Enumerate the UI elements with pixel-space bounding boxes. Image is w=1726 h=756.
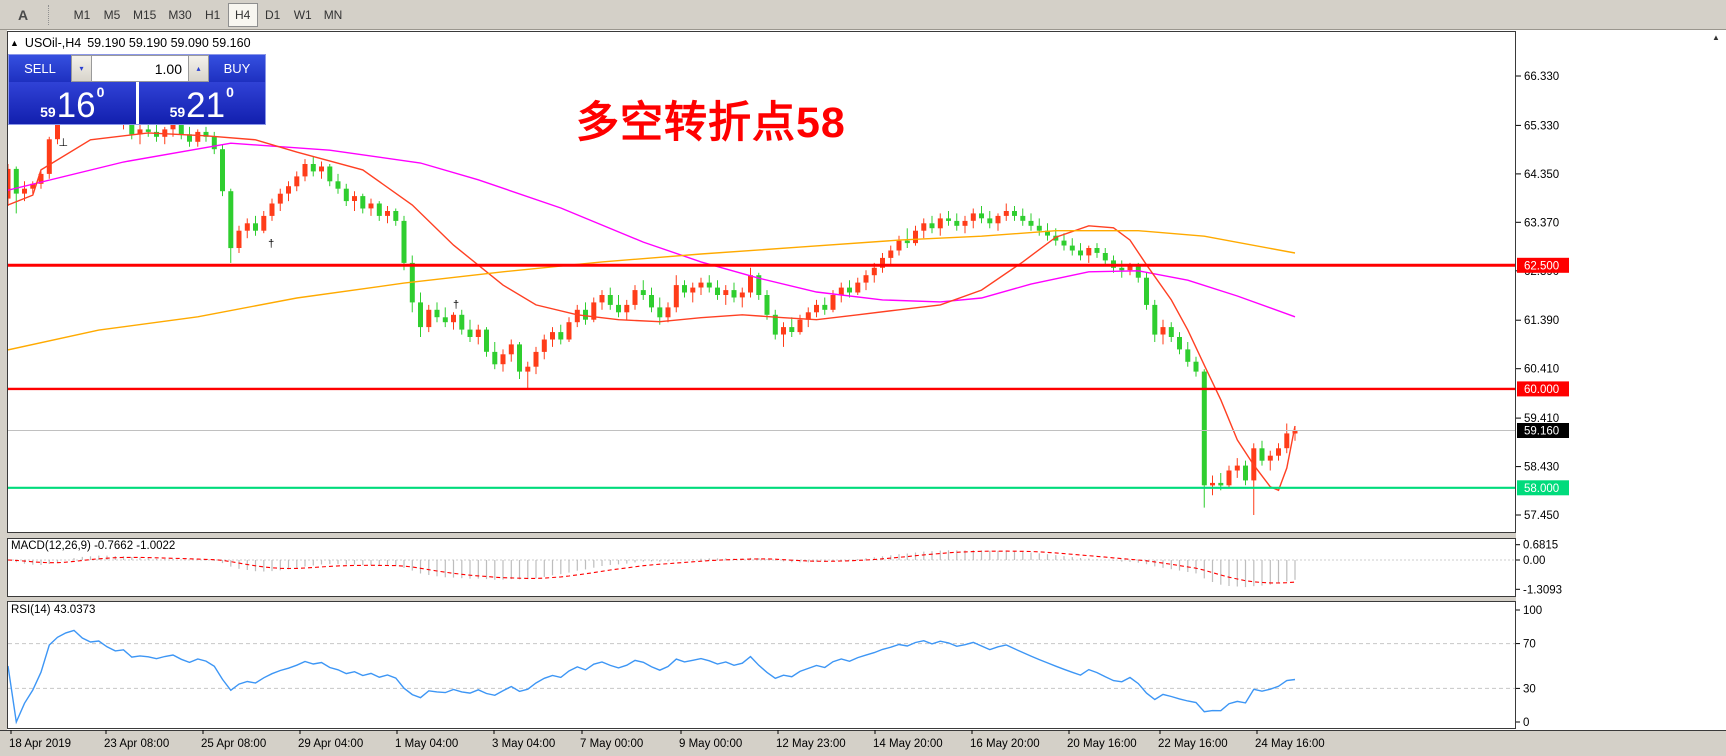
svg-text:18 Apr 2019: 18 Apr 2019: [9, 738, 71, 750]
svg-text:59.410: 59.410: [1524, 413, 1559, 425]
sell-price-prefix: 59: [40, 104, 56, 120]
svg-text:29 Apr 04:00: 29 Apr 04:00: [298, 738, 363, 750]
collapse-panel-icon[interactable]: ▲: [10, 38, 19, 48]
chart-title: ▲ USOil-,H4 59.190 59.190 59.090 59.160: [10, 36, 251, 50]
svg-text:61.390: 61.390: [1524, 315, 1559, 327]
svg-text:7 May 00:00: 7 May 00:00: [580, 738, 643, 750]
timeframe-button-d1[interactable]: D1: [258, 3, 288, 27]
symbol-name: USOil-,H4: [24, 36, 82, 50]
svg-text:0: 0: [1523, 717, 1529, 729]
timeframe-button-mn[interactable]: MN: [318, 3, 349, 27]
svg-text:24 May 16:00: 24 May 16:00: [1255, 738, 1325, 750]
timeframe-buttons: M1 M5 M15 M30 H1 H4 D1 W1 MN: [67, 2, 349, 27]
buy-price-big: 21: [186, 86, 226, 125]
svg-text:0.6815: 0.6815: [1523, 540, 1558, 552]
buy-price-display[interactable]: 59 21 0: [138, 82, 265, 125]
buy-price-prefix: 59: [169, 104, 186, 120]
chart-canvas[interactable]: ⊥††66.33065.33064.35063.37062.39061.3906…: [0, 30, 1726, 756]
timeframe-button-h1[interactable]: H1: [198, 3, 228, 27]
timeframe-button-m15[interactable]: M15: [127, 3, 162, 27]
svg-text:0.00: 0.00: [1523, 555, 1545, 567]
text-label-tool-icon[interactable]: A: [8, 3, 38, 27]
sell-button[interactable]: SELL: [9, 55, 71, 82]
svg-text:57.450: 57.450: [1524, 510, 1559, 522]
svg-text:23 Apr 08:00: 23 Apr 08:00: [104, 738, 169, 750]
svg-text:⊥: ⊥: [59, 137, 69, 149]
chart-annotation-text: 多空转折点58: [576, 99, 846, 147]
volume-input[interactable]: [92, 55, 188, 82]
svg-text:60.000: 60.000: [1524, 384, 1559, 396]
svg-text:22 May 16:00: 22 May 16:00: [1158, 738, 1228, 750]
timeframe-button-w1[interactable]: W1: [288, 3, 318, 27]
toolbar-separator: [48, 4, 55, 25]
svg-text:60.410: 60.410: [1524, 364, 1559, 376]
one-click-controls: SELL ▾ ▴ BUY: [9, 55, 265, 82]
svg-text:†: †: [268, 238, 274, 250]
chevron-up-icon: ▴: [196, 64, 201, 73]
svg-text:▲: ▲: [1712, 33, 1720, 42]
svg-text:100: 100: [1523, 605, 1542, 617]
svg-text:59.160: 59.160: [1524, 426, 1559, 438]
timeframe-button-h4[interactable]: H4: [227, 2, 258, 27]
svg-text:58.430: 58.430: [1524, 462, 1559, 474]
timeframe-button-m1[interactable]: M1: [67, 3, 97, 27]
price-displays: 59 16 0 59 21 0: [9, 82, 265, 124]
svg-text:58.000: 58.000: [1524, 483, 1559, 495]
svg-text:9 May 00:00: 9 May 00:00: [679, 738, 742, 750]
sell-price-sup: 0: [96, 84, 105, 100]
svg-text:30: 30: [1523, 683, 1536, 695]
svg-text:16 May 20:00: 16 May 20:00: [970, 738, 1040, 750]
svg-text:-1.3093: -1.3093: [1523, 584, 1562, 596]
svg-text:25 Apr 08:00: 25 Apr 08:00: [201, 738, 266, 750]
timeframe-button-m5[interactable]: M5: [97, 3, 127, 27]
svg-text:1 May 04:00: 1 May 04:00: [395, 738, 458, 750]
svg-text:MACD(12,26,9) -0.7662 -1.0022: MACD(12,26,9) -0.7662 -1.0022: [11, 540, 175, 552]
svg-text:66.330: 66.330: [1524, 71, 1559, 83]
svg-text:65.330: 65.330: [1524, 120, 1559, 132]
svg-text:12 May 23:00: 12 May 23:00: [776, 738, 846, 750]
svg-text:20 May 16:00: 20 May 16:00: [1067, 738, 1137, 750]
volume-increase-button[interactable]: ▴: [188, 55, 209, 82]
svg-text:62.500: 62.500: [1524, 260, 1559, 272]
svg-text:†: †: [453, 299, 459, 311]
buy-button[interactable]: BUY: [209, 55, 265, 82]
timeframe-button-m30[interactable]: M30: [162, 3, 197, 27]
volume-decrease-button[interactable]: ▾: [71, 55, 92, 82]
svg-text:14 May 20:00: 14 May 20:00: [873, 738, 943, 750]
svg-text:63.370: 63.370: [1524, 217, 1559, 229]
grid-objects-icon[interactable]: ▦F: [8, 0, 38, 3]
chevron-down-icon: ▾: [79, 64, 84, 73]
ohlc-values: 59.190 59.190 59.090 59.160: [87, 36, 251, 50]
svg-text:70: 70: [1523, 639, 1536, 651]
buy-price-sup: 0: [226, 84, 234, 100]
sell-price-big: 16: [56, 86, 96, 125]
svg-text:3 May 04:00: 3 May 04:00: [492, 738, 555, 750]
sell-price-display[interactable]: 59 16 0: [9, 82, 136, 124]
svg-text:RSI(14) 43.0373: RSI(14) 43.0373: [11, 604, 95, 616]
svg-text:64.350: 64.350: [1524, 169, 1559, 181]
